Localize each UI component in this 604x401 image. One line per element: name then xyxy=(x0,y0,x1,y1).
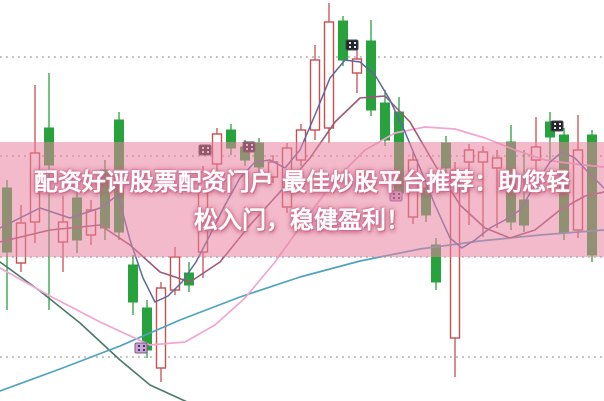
event-flag-dot xyxy=(554,123,556,125)
event-flag-dot xyxy=(354,42,356,44)
candle-up xyxy=(309,59,321,131)
candle-down xyxy=(366,40,376,111)
candle-up xyxy=(351,58,363,74)
event-flag-dot xyxy=(143,345,145,347)
event-flag-dot xyxy=(349,46,351,48)
candle-up xyxy=(323,21,335,129)
event-flag-dot xyxy=(138,345,140,347)
event-flag-dot xyxy=(138,349,140,351)
event-flag-dark-icon xyxy=(345,39,359,51)
promo-banner-overlay: 配资好评股票配资门户 最佳炒股平台推荐：助您轻 松入门，稳健盈利！ xyxy=(0,142,604,257)
event-flag-box xyxy=(134,342,148,354)
event-flag-dot xyxy=(554,127,556,129)
promo-banner-text-line2: 松入门，稳健盈利！ xyxy=(194,206,410,234)
event-flag-purple-icon xyxy=(134,342,148,354)
event-flag-dot xyxy=(354,46,356,48)
event-flag-dark-icon xyxy=(550,120,564,132)
event-flag-box xyxy=(345,39,359,51)
event-flag-dot xyxy=(559,127,561,129)
candle-down xyxy=(184,272,194,286)
event-flag-dot xyxy=(143,349,145,351)
event-flag-box xyxy=(550,120,564,132)
candle-down xyxy=(128,264,138,303)
candle-down xyxy=(380,102,390,141)
event-flag-dot xyxy=(349,42,351,44)
event-flag-dot xyxy=(559,123,561,125)
promo-banner-text-line1: 配资好评股票配资门户 最佳炒股平台推荐：助您轻 xyxy=(33,168,571,196)
